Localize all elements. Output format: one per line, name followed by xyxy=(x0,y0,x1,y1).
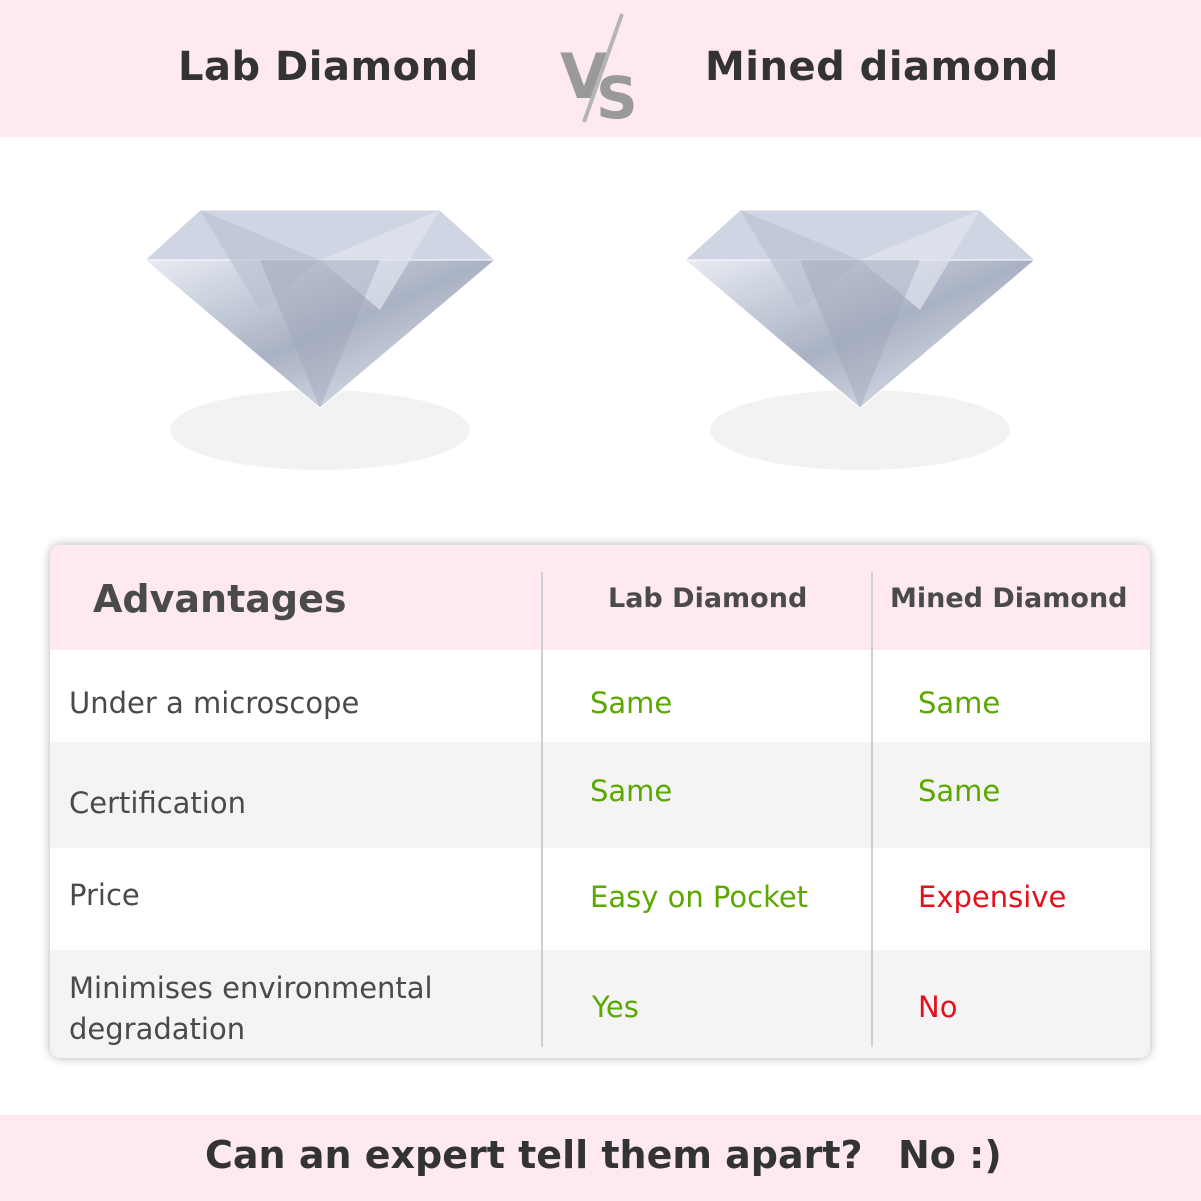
row-label: Price xyxy=(69,878,140,912)
mined-value: Expensive xyxy=(918,880,1067,914)
vs-logo: V S xyxy=(560,13,638,130)
mined-value: Same xyxy=(918,686,1001,720)
table-row: Price Easy on Pocket Expensive xyxy=(50,848,1150,950)
table-row: Under a microscope Same Same xyxy=(50,650,1150,742)
row-label: Minimises environmental degradation xyxy=(69,971,433,1046)
mined-diamond-icon xyxy=(683,209,1037,470)
table-row: Minimises environmental degradation Yes … xyxy=(50,950,1150,1058)
column-divider xyxy=(541,572,543,1047)
header-mined: Mined Diamond xyxy=(890,583,1128,614)
lab-value: Yes xyxy=(592,990,639,1024)
mined-diamond-title: Mined diamond xyxy=(705,44,1059,90)
lab-diamond-icon xyxy=(143,209,497,470)
footer-answer: No :) xyxy=(898,1133,1002,1177)
comparison-table: Advantages Lab Diamond Mined Diamond Und… xyxy=(50,545,1150,1058)
header-lab: Lab Diamond xyxy=(608,583,808,614)
footer-band xyxy=(0,1115,1201,1201)
table-row: Certification Same Same xyxy=(50,742,1150,848)
row-label: Under a microscope xyxy=(69,686,360,720)
table-header: Advantages Lab Diamond Mined Diamond xyxy=(50,545,1150,650)
header-advantages: Advantages xyxy=(93,577,347,621)
header-band xyxy=(0,0,1201,137)
row-label: Certification xyxy=(69,786,246,820)
column-divider xyxy=(871,572,873,1047)
lab-value: Same xyxy=(590,774,673,808)
mined-value: Same xyxy=(918,774,1001,808)
lab-diamond-title: Lab Diamond xyxy=(178,44,479,90)
mined-value: No xyxy=(918,990,958,1024)
lab-value: Same xyxy=(590,686,673,720)
svg-text:S: S xyxy=(596,64,638,130)
footer-question: Can an expert tell them apart? xyxy=(205,1133,863,1177)
lab-value: Easy on Pocket xyxy=(590,880,809,914)
